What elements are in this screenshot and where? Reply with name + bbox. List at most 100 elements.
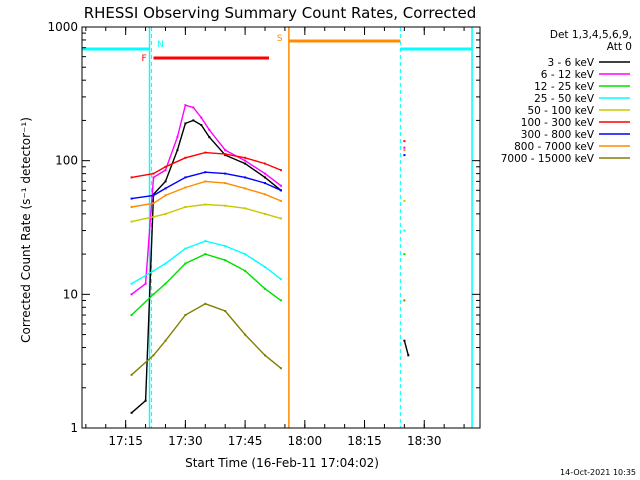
series-2: [130, 253, 406, 316]
flag-saa-label: S: [277, 34, 283, 44]
data-point: [279, 184, 282, 187]
data-point: [164, 262, 167, 265]
data-point: [264, 212, 266, 215]
data-point: [224, 172, 227, 175]
data-point: [204, 302, 207, 305]
data-point: [152, 193, 155, 196]
data-point: [184, 186, 187, 189]
data-point: [130, 206, 133, 208]
data-point: [279, 278, 282, 281]
data-point: [184, 262, 187, 265]
legend-title-line: Det 1,3,4,5,6,9,: [550, 29, 632, 41]
data-point: [224, 259, 227, 262]
x-tick-label: 17:15: [108, 434, 143, 448]
legend-label: 800 - 7000 keV: [514, 141, 595, 153]
data-point: [130, 220, 133, 223]
data-point: [264, 287, 266, 290]
flag-night-label: N: [157, 40, 164, 50]
data-point: [152, 202, 155, 205]
data-point: [204, 240, 207, 243]
data-point: [152, 176, 155, 179]
x-tick-label: 17:30: [168, 434, 203, 448]
x-tick-label: 17:45: [228, 434, 263, 448]
data-point: [204, 203, 207, 206]
data-point: [244, 253, 247, 256]
data-point: [403, 199, 406, 202]
data-point: [279, 169, 282, 172]
data-point: [184, 247, 187, 250]
series-8: [130, 299, 406, 376]
data-point: [192, 119, 195, 122]
data-point: [403, 229, 406, 232]
plot-frame: [81, 26, 481, 429]
data-point: [130, 314, 133, 316]
data-point: [130, 293, 133, 296]
chart-title: RHESSI Observing Summary Count Rates, Co…: [84, 4, 477, 22]
data-point: [164, 187, 167, 190]
data-point: [244, 187, 247, 190]
legend-label: 50 - 100 keV: [527, 105, 594, 117]
data-point: [164, 169, 167, 172]
data-point: [244, 269, 247, 272]
data-point: [264, 354, 266, 357]
data-point: [164, 194, 167, 197]
data-point: [164, 165, 167, 168]
legend-label: 300 - 800 keV: [521, 129, 595, 141]
data-point: [204, 171, 207, 174]
data-point: [208, 136, 211, 139]
data-point: [403, 146, 406, 149]
series-1: [130, 104, 406, 296]
data-point: [164, 339, 167, 342]
data-point: [244, 333, 247, 336]
data-point: [264, 266, 266, 268]
data-point: [184, 206, 187, 208]
data-point: [130, 176, 133, 179]
data-point: [130, 373, 133, 376]
data-point: [130, 197, 133, 200]
data-point: [144, 399, 147, 402]
data-point: [224, 149, 227, 152]
data-point: [224, 153, 227, 156]
data-point: [279, 189, 282, 192]
data-point: [403, 339, 406, 342]
y-tick-label: 1: [70, 421, 78, 435]
series-layer: [130, 104, 410, 414]
x-axis-label: Start Time (16-Feb-11 17:04:02): [185, 456, 379, 470]
data-point: [152, 172, 155, 175]
data-point: [224, 182, 227, 185]
data-point: [184, 122, 187, 125]
data-point: [184, 156, 187, 159]
x-tick-label: 18:30: [407, 434, 442, 448]
data-point: [192, 106, 195, 109]
legend-label: 7000 - 15000 keV: [501, 153, 595, 165]
data-point: [200, 116, 203, 119]
data-point: [224, 204, 227, 207]
x-tick-label: 18:15: [347, 434, 382, 448]
series-4: [130, 199, 406, 223]
legend-label: 100 - 300 keV: [521, 117, 595, 129]
data-point: [403, 253, 406, 256]
series-line: [403, 340, 409, 356]
data-point: [264, 193, 266, 196]
data-point: [403, 154, 406, 157]
legend-label: 6 - 12 keV: [541, 69, 595, 81]
data-point: [208, 128, 211, 131]
y-tick-label: 10: [63, 287, 78, 301]
data-point: [164, 282, 167, 285]
legend-label: 25 - 50 keV: [534, 93, 595, 105]
y-tick-label: 1000: [47, 20, 78, 34]
series-7: [130, 149, 406, 208]
data-point: [279, 367, 282, 370]
data-point: [279, 199, 282, 202]
data-point: [244, 176, 247, 179]
data-point: [184, 176, 187, 179]
data-point: [244, 207, 247, 210]
data-point: [244, 159, 247, 162]
data-point: [152, 354, 155, 357]
data-point: [264, 182, 266, 185]
data-point: [224, 245, 227, 247]
data-point: [152, 194, 155, 197]
series-6: [130, 154, 406, 200]
data-point: [130, 282, 133, 285]
